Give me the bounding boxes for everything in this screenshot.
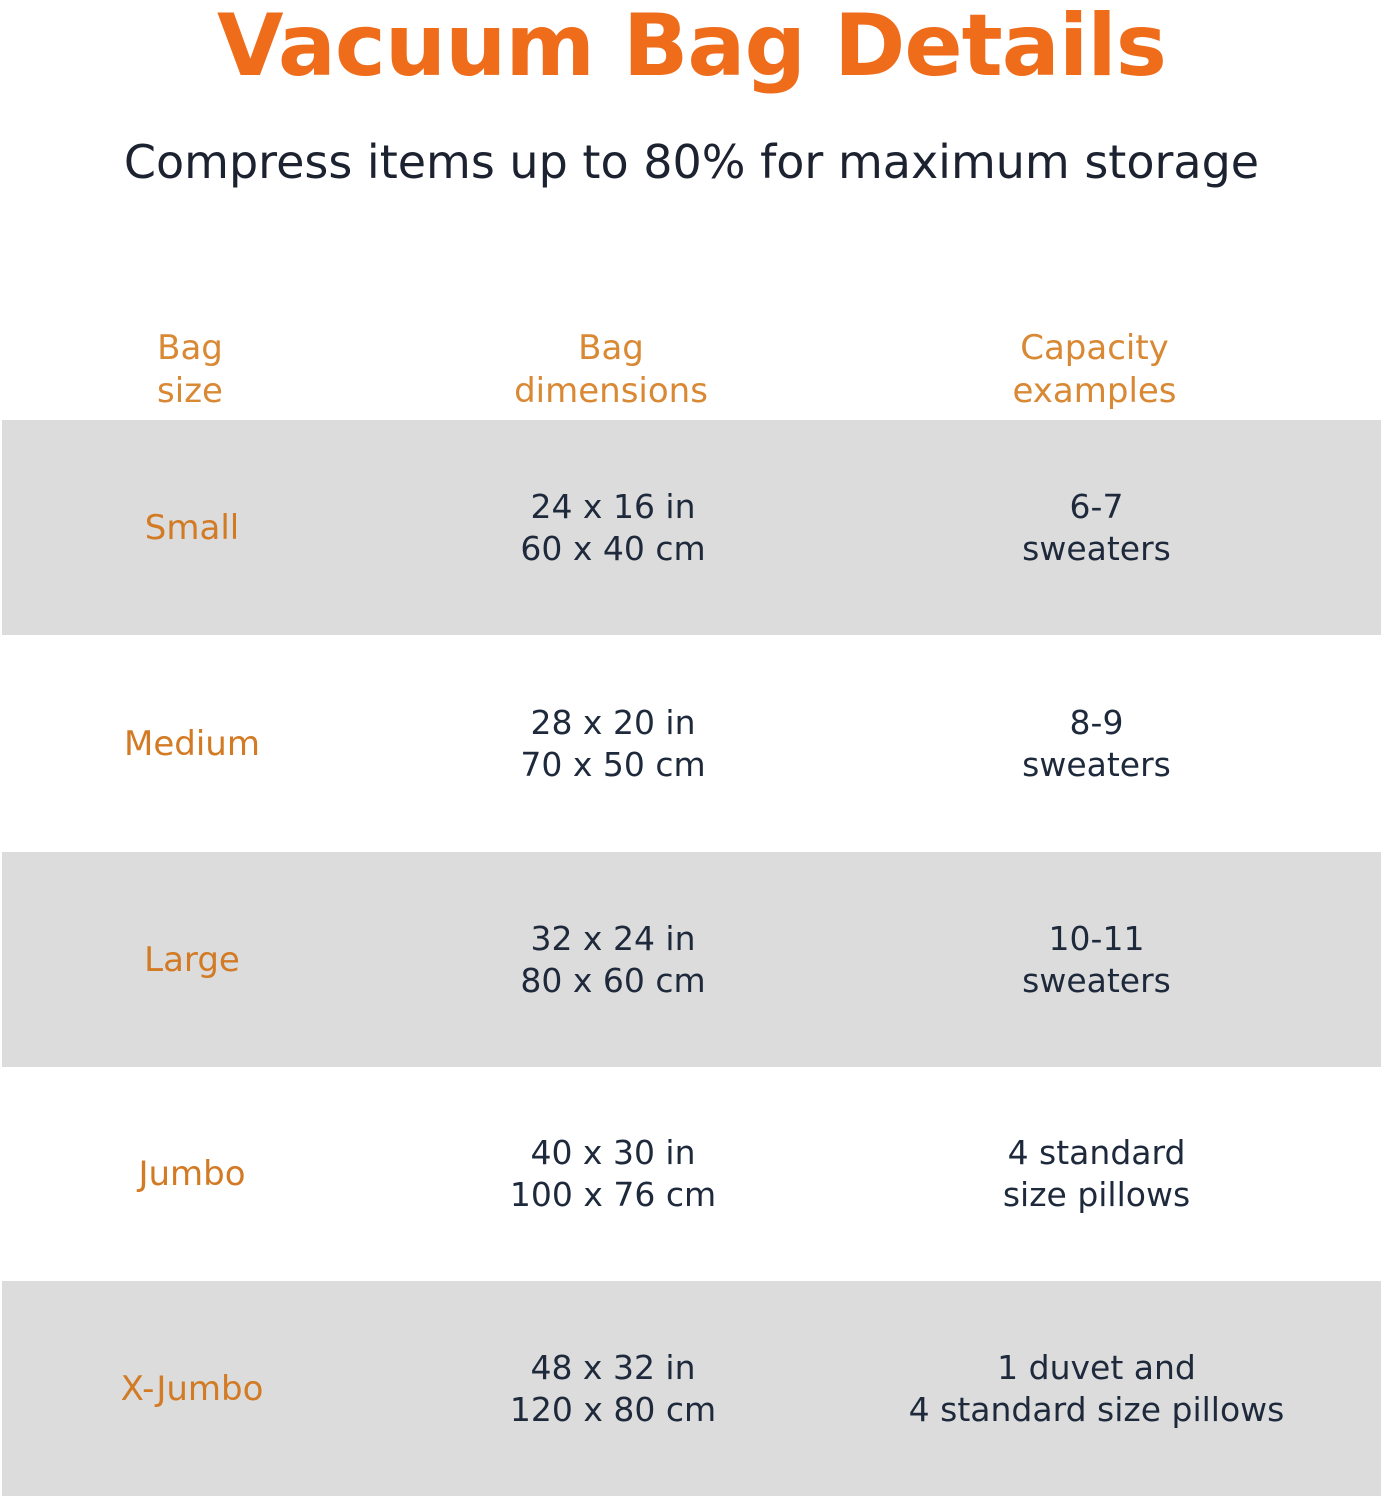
bag-dimensions-cell: 24 x 16 in 60 x 40 cm [520,486,706,568]
header-bag-dimensions: Bag dimensions [514,328,708,411]
capacity-cell: 10-11 sweaters [1022,918,1171,1000]
header-capacity-examples: Capacity examples [1012,328,1177,411]
table-row: Small 24 x 16 in 60 x 40 cm 6-7 sweaters [2,420,1381,635]
bag-size-cell: Jumbo [138,1154,246,1194]
capacity-cell: 4 standard size pillows [1002,1133,1191,1214]
bag-size-cell: X-Jumbo [120,1368,264,1409]
capacity-cell: 6-7 sweaters [1022,486,1171,568]
capacity-cell: 1 duvet and 4 standard size pillows [908,1347,1285,1429]
table-row: X-Jumbo 48 x 32 in 120 x 80 cm 1 duvet a… [2,1281,1381,1496]
bag-dimensions-cell: 28 x 20 in 70 x 50 cm [520,702,706,784]
page-title: Vacuum Bag Details [217,0,1167,96]
table-header: Bag size Bag dimensions Capacity example… [0,322,1383,418]
header-bag-size: Bag size [157,328,223,411]
bag-size-cell: Small [144,507,240,548]
table-row: Jumbo 40 x 30 in 100 x 76 cm 4 standard … [2,1067,1381,1281]
bag-dimensions-cell: 40 x 30 in 100 x 76 cm [509,1133,717,1214]
table-row: Medium 28 x 20 in 70 x 50 cm 8-9 sweater… [2,635,1381,852]
table-row: Large 32 x 24 in 80 x 60 cm 10-11 sweate… [2,852,1381,1067]
bag-size-cell: Medium [124,723,260,764]
bag-dimensions-cell: 32 x 24 in 80 x 60 cm [520,918,706,1000]
page-subtitle: Compress items up to 80% for maximum sto… [123,135,1260,189]
bag-dimensions-cell: 48 x 32 in 120 x 80 cm [509,1347,717,1429]
capacity-cell: 8-9 sweaters [1022,702,1171,784]
bag-size-cell: Large [144,939,240,980]
